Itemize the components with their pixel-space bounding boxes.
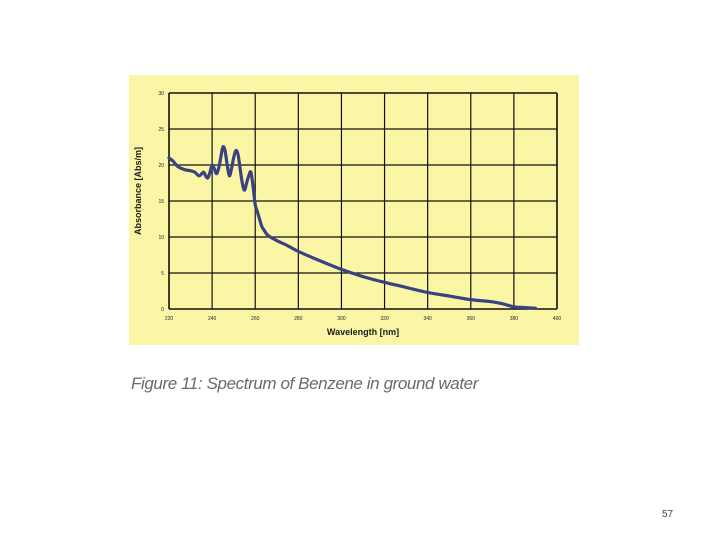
chart-background <box>129 75 579 345</box>
x-tick-label: 220 <box>165 316 174 322</box>
x-tick-label: 280 <box>294 316 303 322</box>
tick-labels: 220 240 260 280 300 320 340 360 380 400 0 5 10 15 20 25… <box>158 91 561 322</box>
x-tick-label: 400 <box>553 316 562 322</box>
y-tick-label: 25 <box>158 127 164 133</box>
absorbance-chart: 220 240 260 280 300 320 340 360 380 400 0 5 10 15 20 25… <box>129 75 579 345</box>
figure-caption: Figure 11: Spectrum of Benzene in ground… <box>131 374 478 393</box>
benzene-spectrum-line <box>167 145 538 310</box>
y-tick-label: 5 <box>161 271 164 277</box>
x-axis-title: Wavelength [nm] <box>327 327 399 337</box>
y-tick-label: 20 <box>158 163 164 169</box>
y-axis-title: Absorbance [Abs/m] <box>133 147 143 235</box>
y-tick-label: 15 <box>158 199 164 205</box>
x-tick-label: 260 <box>251 316 260 322</box>
page-number: 57 <box>662 509 674 520</box>
chart-panel: 220 240 260 280 300 320 340 360 380 400 0 5 10 15 20 25… <box>129 75 579 345</box>
x-tick-label: 360 <box>467 316 476 322</box>
x-tick-label: 380 <box>510 316 519 322</box>
x-tick-label: 300 <box>337 316 346 322</box>
x-tick-label: 320 <box>380 316 389 322</box>
y-tick-label: 30 <box>158 91 164 97</box>
x-tick-label: 340 <box>423 316 432 322</box>
y-tick-label: 0 <box>161 307 164 313</box>
grid <box>168 92 558 310</box>
x-tick-label: 240 <box>208 316 217 322</box>
y-tick-label: 10 <box>158 235 164 241</box>
